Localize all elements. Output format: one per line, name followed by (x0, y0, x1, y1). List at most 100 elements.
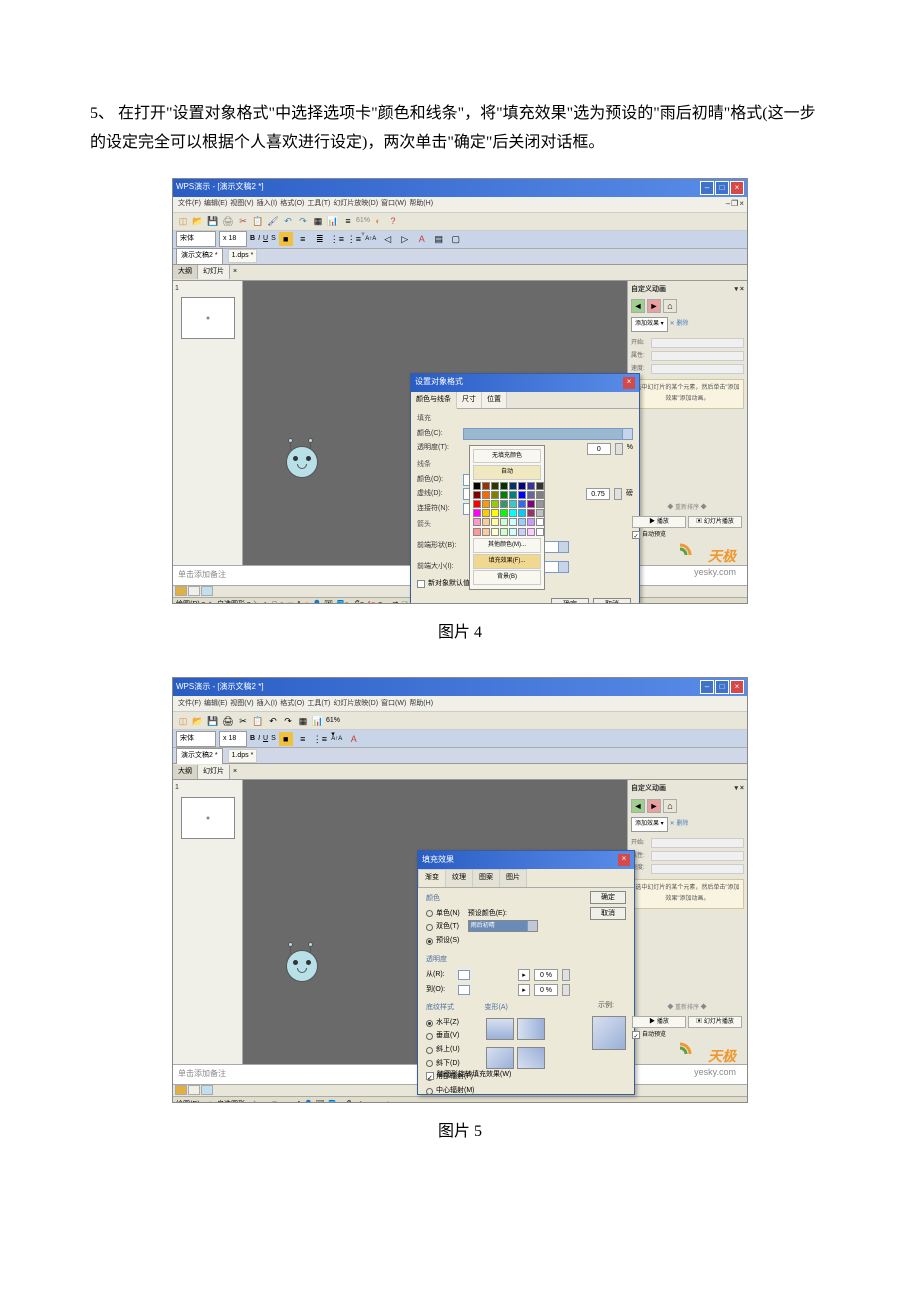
add-effect-dropdown[interactable]: 添加效果 ▾ (631, 317, 668, 332)
color-swatch[interactable] (473, 509, 481, 517)
undo-icon[interactable]: ↶ (281, 214, 295, 228)
open-icon-2[interactable]: 📂 (191, 714, 205, 728)
fillcolor-icon-2[interactable]: 🪣▾ (328, 1099, 340, 1104)
color-swatch[interactable] (491, 482, 499, 490)
image-icon-2[interactable]: 🖼 (316, 1099, 325, 1104)
trans-from-slider[interactable] (458, 970, 470, 980)
shadow-button[interactable]: S (271, 233, 276, 246)
clipart-icon[interactable]: 👤 (313, 599, 322, 604)
play-button-2[interactable]: ▶ 播放 (632, 1016, 686, 1028)
view-close[interactable]: × (233, 266, 237, 279)
color-swatch[interactable] (536, 509, 544, 517)
more-colors-option[interactable]: 其他颜色(M)... (473, 538, 541, 553)
line-color-dropdown-icon[interactable]: 🖊▾ (351, 599, 363, 604)
save-icon-2[interactable]: 💾 (206, 714, 220, 728)
line-icon-2[interactable]: ＼ (254, 1099, 261, 1104)
font-name-dropdown[interactable]: 宋体 (176, 231, 216, 248)
reorder-controls[interactable]: ◆ 重新排序 ◆ (632, 503, 742, 514)
rect-icon-2[interactable]: □ (272, 1099, 276, 1104)
trans-to-slider[interactable] (458, 985, 470, 995)
radio-single[interactable] (426, 910, 433, 917)
taskpane-menu-icon[interactable]: ▾ × (734, 284, 744, 297)
menu-tools-2[interactable]: 工具(T) (307, 698, 330, 711)
normal-view-icon[interactable] (175, 586, 187, 596)
variant-2[interactable] (517, 1018, 545, 1040)
trans-from-value[interactable]: 0 % (534, 969, 558, 981)
text-icon[interactable]: ≡ (341, 214, 355, 228)
autoplay-checkbox[interactable]: ✓ (632, 531, 640, 539)
radio-diagdown[interactable] (426, 1060, 433, 1067)
color-swatch[interactable] (536, 518, 544, 526)
color-swatch[interactable] (491, 518, 499, 526)
underline-2[interactable]: U (263, 733, 268, 746)
radio-horizontal[interactable] (426, 1020, 433, 1027)
radio-center[interactable] (426, 1088, 433, 1095)
trans-to-spinner[interactable] (562, 984, 570, 996)
reorder-2[interactable]: ◆ 重新排序 ◆ (632, 1003, 742, 1014)
textbox-icon-2[interactable]: ▭ (287, 1099, 294, 1104)
variant-4[interactable] (517, 1047, 545, 1069)
remove-effect-2[interactable]: ✕ 删除 (670, 821, 689, 827)
no-fill-option[interactable]: 无填充颜色 (473, 449, 541, 464)
tab-gradient[interactable]: 渐变 (418, 869, 446, 887)
menu-file-2[interactable]: 文件(F) (178, 698, 201, 711)
autoshapes-menu[interactable]: 自选图形 ▾ (217, 599, 250, 604)
recent-color-swatch[interactable] (527, 528, 535, 536)
play-button[interactable]: ▶ 播放 (632, 516, 686, 528)
dash-style-icon[interactable]: ┅ (385, 599, 389, 604)
color-swatch[interactable] (509, 491, 517, 499)
transparency-value[interactable]: 0 (587, 443, 611, 455)
italic-button[interactable]: I (258, 233, 260, 246)
autoplay-check-2[interactable]: ✓ (632, 1031, 640, 1039)
menu-edit[interactable]: 编辑(E) (204, 198, 227, 211)
line-weight-value[interactable]: 0.75 (586, 488, 610, 500)
diagram-icon[interactable]: ◈ (304, 599, 309, 604)
numbering-icon[interactable]: ⋮≡ (347, 232, 361, 246)
smiley-shape-2[interactable] (278, 940, 326, 988)
arrow-icon-2[interactable]: ↘ (264, 1099, 270, 1104)
menu-insert-2[interactable]: 插入(I) (257, 698, 278, 711)
slide-sorter-icon[interactable] (188, 586, 200, 596)
recent-color-swatch[interactable] (482, 528, 490, 536)
menu-window[interactable]: 窗口(W) (381, 198, 406, 211)
textbox-icon[interactable]: ▭ (287, 599, 294, 604)
tab-picture[interactable]: 图片 (499, 869, 527, 887)
next-taskpane-icon[interactable]: ► (647, 299, 661, 313)
save-icon[interactable]: 💾 (206, 214, 220, 228)
next-taskpane-2[interactable]: ► (647, 799, 661, 813)
color-swatch[interactable] (509, 518, 517, 526)
slideshow-button-2[interactable]: ▣ 幻灯片播放 (688, 1016, 742, 1028)
help-icon[interactable]: ? (386, 214, 400, 228)
font-color-dropdown-icon[interactable]: A▾ (367, 599, 375, 604)
color-swatch[interactable] (491, 509, 499, 517)
menu-view[interactable]: 视图(V) (230, 198, 253, 211)
color-swatch[interactable] (527, 509, 535, 517)
color-swatch[interactable] (482, 500, 490, 508)
select-icon-2[interactable]: ↖ (208, 1099, 214, 1104)
tab-colors-lines[interactable]: 颜色与线条 (411, 392, 457, 410)
tab-position[interactable]: 位置 (482, 392, 507, 409)
radio-diagup[interactable] (426, 1047, 433, 1054)
copy-icon-2[interactable]: 📋 (251, 714, 265, 728)
font-name-2[interactable]: 宋体 (176, 731, 216, 748)
menu-slideshow[interactable]: 幻灯片放映(D) (333, 198, 378, 211)
color-swatch[interactable] (509, 509, 517, 517)
start-drop-2[interactable] (651, 838, 744, 848)
color-swatch[interactable] (473, 500, 481, 508)
speed-drop-2[interactable] (651, 864, 744, 874)
close-button-2[interactable]: × (730, 680, 744, 694)
new-icon-2[interactable]: ◫ (176, 714, 190, 728)
menu-edit-2[interactable]: 编辑(E) (204, 698, 227, 711)
highlight-2[interactable]: ■ (279, 732, 293, 746)
select-icon[interactable]: ↖ (208, 599, 214, 604)
recent-color-swatch[interactable] (536, 528, 544, 536)
color-swatch[interactable] (473, 491, 481, 499)
recent-color-swatch[interactable] (500, 528, 508, 536)
color-swatch[interactable] (500, 482, 508, 490)
maximize-button[interactable]: □ (715, 181, 729, 195)
trans-to-value[interactable]: 0 % (534, 984, 558, 996)
speed-dropdown[interactable] (651, 364, 744, 374)
variant-1[interactable] (486, 1018, 514, 1040)
line-style-icon[interactable]: ≡ (378, 599, 382, 604)
recent-color-swatch[interactable] (491, 528, 499, 536)
